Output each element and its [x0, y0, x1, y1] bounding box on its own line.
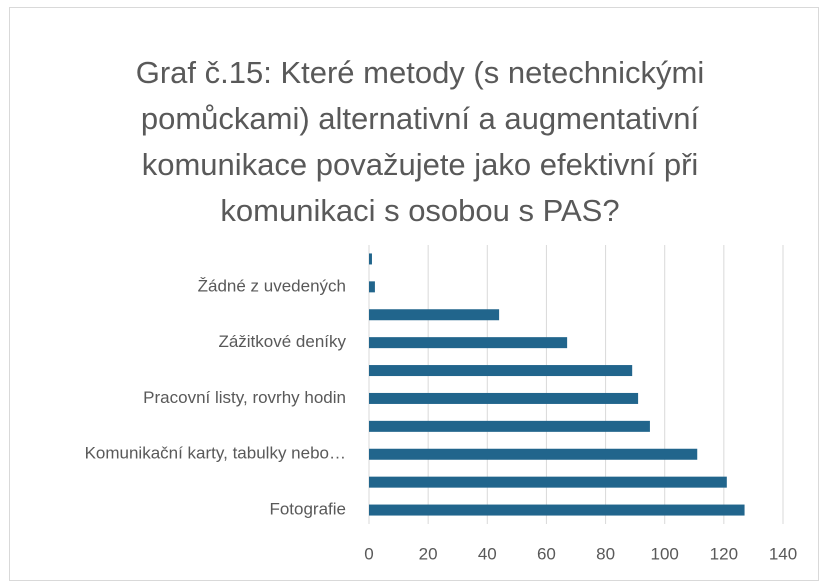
bar	[369, 253, 372, 265]
y-tick-label: Komunikační karty, tabulky nebo…	[85, 444, 346, 463]
bar	[369, 448, 698, 460]
chart-border	[9, 7, 819, 581]
x-tick-label: 20	[419, 544, 438, 563]
y-tick-label: Žádné z uvedených	[198, 276, 346, 295]
bar	[369, 504, 745, 516]
bar	[369, 392, 639, 404]
x-tick-label: 80	[596, 544, 615, 563]
y-tick-label: Pracovní listy, rovrhy hodin	[143, 388, 346, 407]
chart-title: Graf č.15: Které metody (s netechnickými…	[135, 55, 705, 228]
bar	[369, 337, 568, 349]
bar	[369, 309, 500, 321]
bar	[369, 420, 650, 432]
x-tick-label: 120	[710, 544, 738, 563]
x-tick-label: 100	[651, 544, 679, 563]
bar	[369, 365, 633, 377]
y-tick-label: Zážitkové deníky	[218, 332, 346, 351]
bar	[369, 281, 375, 293]
x-tick-label: 40	[478, 544, 497, 563]
y-tick-label: Fotografie	[269, 500, 346, 519]
x-tick-label: 0	[364, 544, 373, 563]
bar	[369, 476, 727, 488]
x-tick-label: 140	[769, 544, 797, 563]
x-tick-label: 60	[537, 544, 556, 563]
